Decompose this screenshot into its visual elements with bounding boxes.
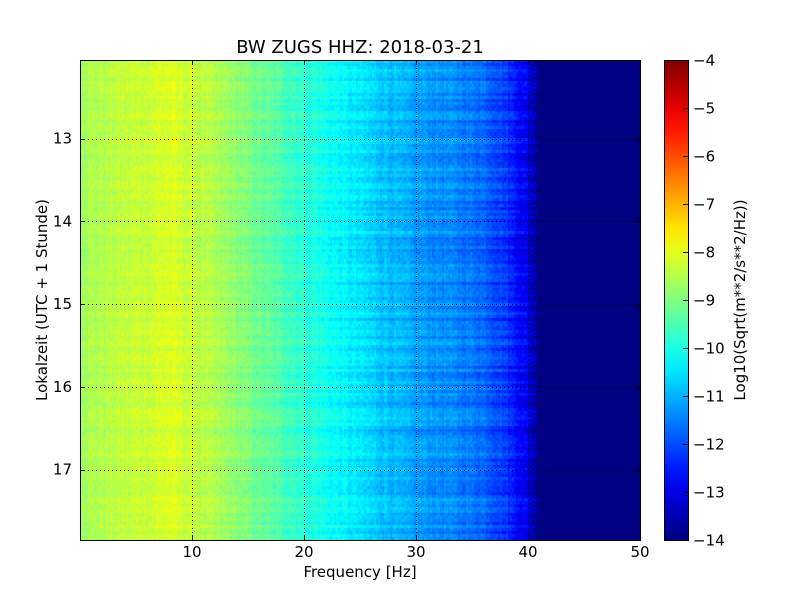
y-tick-label: 16 xyxy=(53,378,72,396)
y-tick-label: 14 xyxy=(53,212,72,230)
y-tick-label: 15 xyxy=(53,295,72,313)
x-axis-label: Frequency [Hz] xyxy=(303,563,416,581)
colorbar-label: Log10(Sqrt(m**2/s**2/Hz)) xyxy=(731,199,749,400)
plot-area xyxy=(80,60,641,541)
colorbar-tick-label: −13 xyxy=(693,484,725,502)
y-tick-label: 17 xyxy=(53,461,72,479)
x-tick-label: 40 xyxy=(518,543,537,561)
x-tick-label: 20 xyxy=(294,543,313,561)
colorbar-ticks: −4 −5 −6 −7 −8 −9 −10 −11 −12 −13 −14 xyxy=(683,52,725,550)
x-axis: 10 20 30 40 50 xyxy=(182,60,650,561)
colorbar-tick-label: −5 xyxy=(693,100,715,118)
colorbar: −4 −5 −6 −7 −8 −9 −10 −11 −12 −13 −14 Log10(Sqrt(m… xyxy=(664,52,749,550)
x-tick-label: 10 xyxy=(182,543,201,561)
x-tick-label: 50 xyxy=(630,543,649,561)
colorbar-tick-label: −9 xyxy=(693,292,715,310)
colorbar-tick-label: −12 xyxy=(693,436,725,454)
chart-title: BW ZUGS HHZ: 2018-03-21 xyxy=(236,37,484,58)
spectrogram-heatmap xyxy=(80,60,640,540)
plot-frame xyxy=(80,60,641,541)
y-axis-label: Lokalzeit (UTC + 1 Stunde) xyxy=(33,199,51,401)
colorbar-frame xyxy=(664,60,689,541)
colorbar-tick-label: −10 xyxy=(693,340,725,358)
y-axis: 13 14 15 16 17 xyxy=(53,130,640,479)
colorbar-tick-label: −7 xyxy=(693,196,715,214)
colorbar-tick-label: −4 xyxy=(693,52,715,70)
colorbar-tick-label: −6 xyxy=(693,148,715,166)
grid-lines xyxy=(80,60,640,540)
x-tick-label: 30 xyxy=(406,543,425,561)
y-tick-label: 13 xyxy=(53,130,72,148)
colorbar-tick-label: −14 xyxy=(693,532,725,550)
colorbar-tick-label: −8 xyxy=(693,244,715,262)
colorbar-tick-label: −11 xyxy=(693,388,725,406)
